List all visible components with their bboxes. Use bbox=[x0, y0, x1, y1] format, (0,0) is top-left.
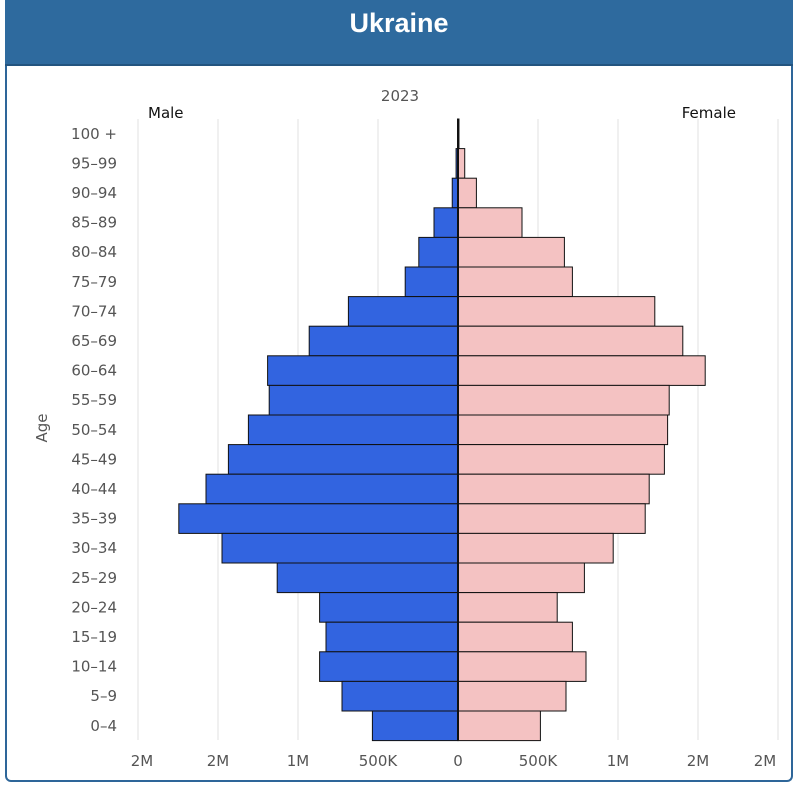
female-bar-65-69 bbox=[457, 325, 684, 357]
age-label-95-99: 95–99 bbox=[71, 154, 117, 172]
male-bar-0-4 bbox=[371, 710, 459, 742]
female-bar-85-89 bbox=[457, 207, 523, 238]
male-side-label: Male bbox=[148, 104, 184, 122]
male-bar-80-84 bbox=[418, 236, 459, 268]
male-bar-60-64 bbox=[267, 355, 459, 386]
female-bar-80-84 bbox=[457, 236, 565, 268]
female-bar-90-94 bbox=[457, 177, 477, 209]
age-label-65-69: 65–69 bbox=[71, 332, 117, 350]
age-label-80-84: 80–84 bbox=[71, 243, 117, 261]
female-bar-35-39 bbox=[457, 503, 646, 534]
female-bar-45-49 bbox=[457, 444, 665, 475]
x-tick-label: 1M bbox=[607, 752, 630, 770]
male-bar-40-44 bbox=[205, 473, 459, 505]
female-bar-55-59 bbox=[457, 384, 670, 416]
female-bar-60-64 bbox=[457, 355, 706, 386]
age-label-5-9: 5–9 bbox=[90, 687, 117, 705]
x-tick-label: 2M bbox=[687, 752, 710, 770]
male-bar-65-69 bbox=[308, 325, 459, 357]
male-bar-45-49 bbox=[227, 444, 459, 475]
female-bar-10-14 bbox=[457, 651, 587, 682]
male-bar-5-9 bbox=[341, 680, 459, 712]
female-side-label: Female bbox=[682, 104, 736, 122]
age-label-90-94: 90–94 bbox=[71, 184, 117, 202]
age-label-25-29: 25–29 bbox=[71, 569, 117, 587]
female-bar-5-9 bbox=[457, 680, 567, 712]
age-label-0-4: 0–4 bbox=[90, 717, 117, 735]
female-bar-15-19 bbox=[457, 621, 573, 653]
male-bar-10-14 bbox=[319, 651, 459, 682]
x-tick-label: 0 bbox=[453, 752, 463, 770]
male-bar-50-54 bbox=[247, 414, 459, 446]
male-bar-30-34 bbox=[221, 532, 459, 564]
male-bar-70-74 bbox=[347, 296, 459, 327]
x-tick-label: 2M bbox=[207, 752, 230, 770]
age-label-85-89: 85–89 bbox=[71, 214, 117, 232]
age-label-20-24: 20–24 bbox=[71, 598, 117, 616]
female-bar-50-54 bbox=[457, 414, 669, 446]
age-label-75-79: 75–79 bbox=[71, 273, 117, 291]
y-axis-title: Age bbox=[33, 413, 51, 442]
male-bar-20-24 bbox=[319, 592, 459, 623]
population-tick-labels: 2M 2M 1M 500K 0 500K 1M 2M 2M bbox=[131, 752, 777, 770]
female-bar-0-4 bbox=[457, 710, 541, 742]
x-tick-label: 500K bbox=[519, 752, 559, 770]
x-tick-label: 1M bbox=[287, 752, 310, 770]
female-bar-75-79 bbox=[457, 266, 573, 298]
male-bar-55-59 bbox=[268, 384, 459, 416]
age-label-60-64: 60–64 bbox=[71, 362, 117, 380]
male-bar-75-79 bbox=[404, 266, 459, 298]
age-label-70-74: 70–74 bbox=[71, 302, 117, 320]
age-label-15-19: 15–19 bbox=[71, 628, 117, 646]
female-bar-95-99 bbox=[457, 148, 466, 179]
female-bar-25-29 bbox=[457, 562, 585, 594]
age-label-55-59: 55–59 bbox=[71, 391, 117, 409]
bars-group bbox=[178, 118, 706, 742]
age-label-30-34: 30–34 bbox=[71, 539, 117, 557]
female-bar-30-34 bbox=[457, 532, 614, 564]
female-bar-70-74 bbox=[457, 296, 656, 327]
x-tick-label: 500K bbox=[359, 752, 399, 770]
age-label-100 +: 100 + bbox=[71, 125, 117, 143]
x-tick-label: 2M bbox=[131, 752, 154, 770]
male-bar-15-19 bbox=[325, 621, 459, 653]
age-label-10-14: 10–14 bbox=[71, 658, 117, 676]
age-label-45-49: 45–49 bbox=[71, 450, 117, 468]
age-label-50-54: 50–54 bbox=[71, 421, 117, 439]
male-bar-85-89 bbox=[433, 207, 459, 238]
country-title: Ukraine bbox=[5, 0, 793, 66]
age-label-40-44: 40–44 bbox=[71, 480, 117, 498]
age-tick-labels: 100 + 95–99 90–94 85–89 80–84 75–79 70–74 65–69… bbox=[71, 125, 117, 735]
male-bar-25-29 bbox=[276, 562, 459, 594]
female-bar-20-24 bbox=[457, 592, 558, 623]
x-tick-label: 2M bbox=[754, 752, 777, 770]
chart-title: 2023 bbox=[381, 87, 419, 105]
male-bar-35-39 bbox=[178, 503, 459, 534]
age-label-35-39: 35–39 bbox=[71, 510, 117, 528]
female-bar-40-44 bbox=[457, 473, 650, 505]
